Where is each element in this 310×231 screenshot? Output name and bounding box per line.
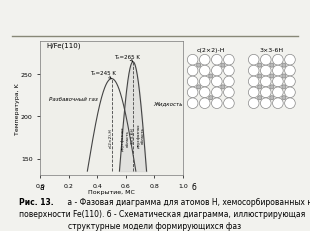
Text: c(2×2)-H: c(2×2)-H xyxy=(108,128,113,148)
Circle shape xyxy=(211,66,222,76)
Circle shape xyxy=(270,75,274,79)
Circle shape xyxy=(272,88,283,98)
Circle shape xyxy=(199,55,210,66)
Text: c(2×2)-H: c(2×2)-H xyxy=(197,48,225,53)
Circle shape xyxy=(285,55,295,66)
Circle shape xyxy=(187,98,198,109)
Text: Tₑ=265 K: Tₑ=265 K xyxy=(114,54,140,62)
Circle shape xyxy=(258,96,262,100)
Circle shape xyxy=(260,77,271,87)
Circle shape xyxy=(187,66,198,76)
Circle shape xyxy=(211,77,222,87)
Text: Жидкость: Жидкость xyxy=(153,100,183,105)
Circle shape xyxy=(282,96,286,100)
Text: а - Фазовая диаграмма для атомов Н, хемосорбированных на: а - Фазовая диаграмма для атомов Н, хемо… xyxy=(65,198,310,207)
Circle shape xyxy=(187,88,198,98)
Circle shape xyxy=(272,55,283,66)
Circle shape xyxy=(187,55,198,66)
Circle shape xyxy=(270,85,274,90)
Circle shape xyxy=(260,55,271,66)
Circle shape xyxy=(224,55,234,66)
Circle shape xyxy=(285,77,295,87)
Circle shape xyxy=(285,88,295,98)
Circle shape xyxy=(260,98,271,109)
Circle shape xyxy=(270,64,274,68)
Text: двухфазная
область: двухфазная область xyxy=(136,123,145,148)
Circle shape xyxy=(272,98,283,109)
Circle shape xyxy=(248,88,259,98)
Circle shape xyxy=(199,98,210,109)
Circle shape xyxy=(285,66,295,76)
Circle shape xyxy=(282,64,286,68)
Circle shape xyxy=(211,55,222,66)
Circle shape xyxy=(260,88,271,98)
Circle shape xyxy=(285,98,295,109)
Circle shape xyxy=(224,77,234,87)
Circle shape xyxy=(248,66,259,76)
Circle shape xyxy=(197,64,201,68)
Text: поверхности Fe(110). б - Схематическая диаграмма, иллюстрирующая: поверхности Fe(110). б - Схематическая д… xyxy=(19,209,305,218)
Circle shape xyxy=(209,96,213,100)
Text: Tₑ=245 K: Tₑ=245 K xyxy=(90,71,116,79)
Text: Рис. 13.: Рис. 13. xyxy=(19,198,53,207)
Circle shape xyxy=(224,88,234,98)
Circle shape xyxy=(211,88,222,98)
Circle shape xyxy=(248,55,259,66)
X-axis label: Покрытие, МС: Покрытие, МС xyxy=(88,189,135,195)
Circle shape xyxy=(209,75,213,79)
Circle shape xyxy=(221,85,225,90)
Circle shape xyxy=(199,88,210,98)
Circle shape xyxy=(248,98,259,109)
Text: H/Fe(110): H/Fe(110) xyxy=(46,43,81,49)
Text: двухфазная
область: двухфазная область xyxy=(121,126,130,150)
Text: Разбавочный газ: Разбавочный газ xyxy=(49,96,98,101)
Text: а: а xyxy=(39,182,44,191)
Circle shape xyxy=(272,77,283,87)
Circle shape xyxy=(199,66,210,76)
Circle shape xyxy=(258,64,262,68)
Y-axis label: Температура, K: Температура, K xyxy=(15,83,20,134)
Circle shape xyxy=(282,75,286,79)
Circle shape xyxy=(199,77,210,87)
Circle shape xyxy=(197,85,201,90)
Circle shape xyxy=(224,66,234,76)
Text: 3×3-6H: 3×3-6H xyxy=(260,48,284,53)
Text: б: б xyxy=(191,182,196,191)
Circle shape xyxy=(187,77,198,87)
Circle shape xyxy=(211,98,222,109)
Text: структурные модели формирующихся фаз: структурные модели формирующихся фаз xyxy=(69,221,241,230)
Circle shape xyxy=(258,75,262,79)
Circle shape xyxy=(282,85,286,90)
Circle shape xyxy=(270,96,274,100)
Circle shape xyxy=(258,85,262,90)
Circle shape xyxy=(272,66,283,76)
Circle shape xyxy=(248,77,259,87)
Circle shape xyxy=(224,98,234,109)
Circle shape xyxy=(260,66,271,76)
Text: 3×3-6H: 3×3-6H xyxy=(131,127,135,144)
Circle shape xyxy=(221,64,225,68)
